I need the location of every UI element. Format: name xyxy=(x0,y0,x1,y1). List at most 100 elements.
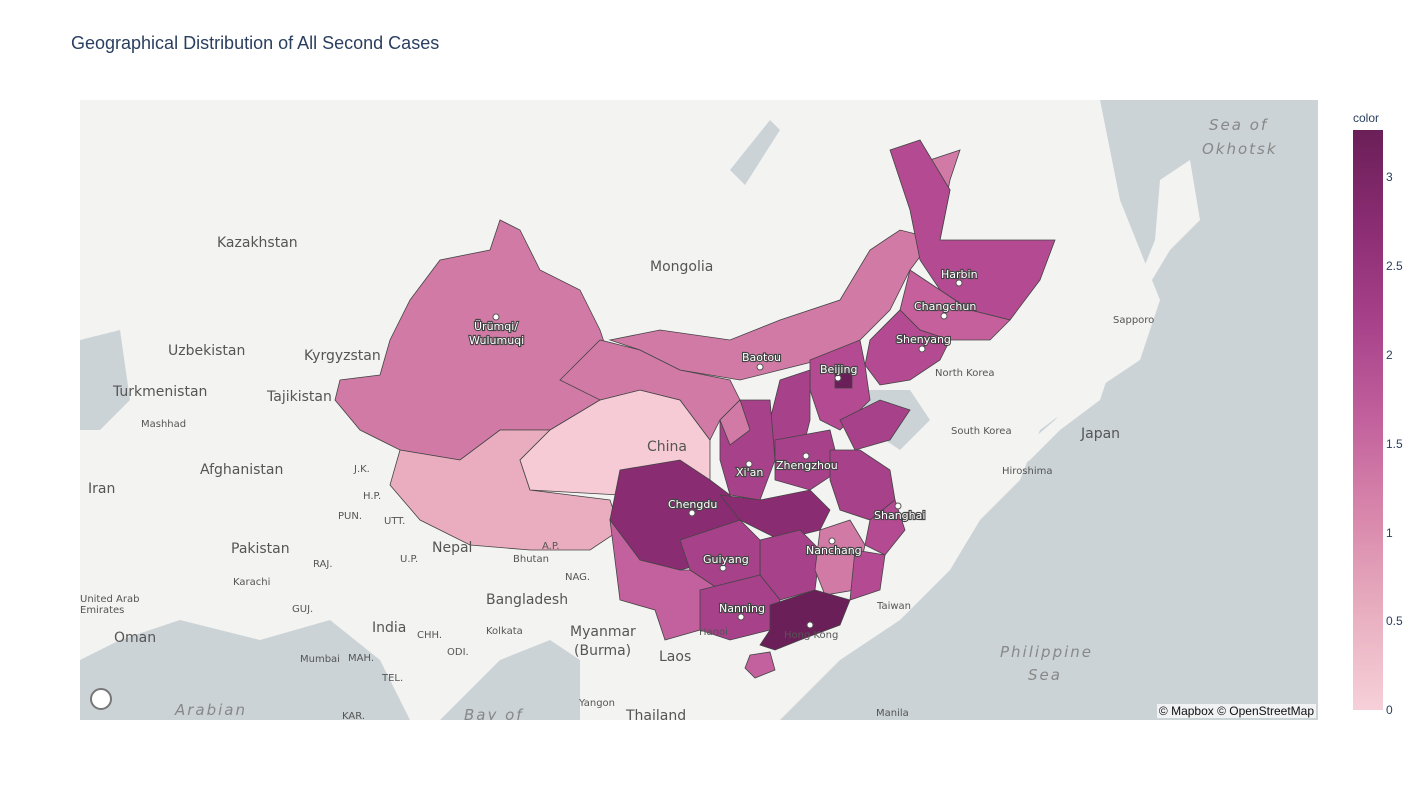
label-raj: RAJ. xyxy=(313,559,333,570)
label-kar: KAR. xyxy=(342,711,365,720)
water-caspian xyxy=(80,330,130,430)
province-hainan[interactable] xyxy=(744,651,776,679)
colorbar-gradient xyxy=(1353,130,1383,710)
map-canvas[interactable]: Kazakhstan Mongolia Uzbekistan Kyrgyzsta… xyxy=(80,100,1318,720)
label-china: China xyxy=(647,439,687,455)
city-beijing: Beijing xyxy=(820,363,857,376)
city-hong-kong: Hong Kong xyxy=(784,630,838,641)
city-zhengzhou: Zhengzhou xyxy=(776,459,838,472)
province-shandong[interactable] xyxy=(839,399,911,451)
water-pacific xyxy=(780,100,1318,720)
label-mashhad: Mashhad xyxy=(141,419,186,430)
label-utt: UTT. xyxy=(384,516,405,527)
label-kolkata: Kolkata xyxy=(486,626,523,637)
city-nanchang: Nanchang xyxy=(806,544,862,557)
colorbar-tick-1: 1 xyxy=(1386,526,1393,540)
colorbar-tick-2: 2 xyxy=(1386,348,1393,362)
city-markers xyxy=(492,279,963,629)
land-korea xyxy=(940,340,1010,460)
mapbox-logo-icon[interactable] xyxy=(90,688,112,710)
city-guiyang: Guiyang xyxy=(703,553,749,566)
label-india: India xyxy=(372,620,406,636)
city-nanning: Nanning xyxy=(719,602,765,615)
label-hanoi: Hanoi xyxy=(699,627,728,638)
label-thailand: Thailand xyxy=(625,708,686,720)
label-south-korea: South Korea xyxy=(951,426,1012,437)
label-nag: NAG. xyxy=(565,572,590,583)
province-ningxia[interactable] xyxy=(719,399,751,446)
colorbar-tick-0: 0 xyxy=(1386,703,1393,717)
label-bhutan: Bhutan xyxy=(513,554,549,565)
colorbar-tick-3: 3 xyxy=(1386,170,1393,184)
label-kyrgyzstan: Kyrgyzstan xyxy=(304,348,381,364)
province-henan[interactable] xyxy=(774,429,841,491)
label-chh: CHH. xyxy=(417,630,442,641)
water-bay-of-bengal xyxy=(440,640,580,720)
province-chongqing-hubei[interactable] xyxy=(719,489,831,541)
colorbar xyxy=(1353,130,1383,710)
label-north-korea: North Korea xyxy=(935,368,995,379)
province-fujian[interactable] xyxy=(849,549,886,601)
province-zhejiang[interactable] xyxy=(864,499,906,556)
map-attribution[interactable]: © Mapbox © OpenStreetMap xyxy=(1156,704,1316,718)
city-xian: Xi'an xyxy=(736,466,763,479)
city-shanghai: Shanghai xyxy=(874,509,925,522)
label-oman: Oman xyxy=(114,630,156,646)
water-arabian-sea xyxy=(80,620,410,720)
label-sea-of: Sea of xyxy=(1209,116,1269,134)
label-hiroshima: Hiroshima xyxy=(1002,466,1053,477)
label-hp: H.P. xyxy=(363,491,381,502)
label-uae-1: United Arab xyxy=(80,594,139,605)
label-afghanistan: Afghanistan xyxy=(200,462,283,478)
label-sea: Sea xyxy=(1028,666,1062,684)
label-bay-of: Bay of xyxy=(464,706,524,720)
province-heilongjiang[interactable] xyxy=(889,139,1056,321)
land-taiwan xyxy=(880,565,895,605)
city-shenyang: Shenyang xyxy=(896,333,951,346)
city-changchun: Changchun xyxy=(914,300,976,313)
label-tel: TEL. xyxy=(381,673,403,684)
city-chengdu: Chengdu xyxy=(668,498,717,511)
label-karachi: Karachi xyxy=(233,577,270,588)
label-philippine: Philippine xyxy=(1000,643,1093,661)
map-svg[interactable]: Kazakhstan Mongolia Uzbekistan Kyrgyzsta… xyxy=(80,100,1318,720)
label-taiwan: Taiwan xyxy=(876,601,911,612)
land-japan xyxy=(1000,160,1200,480)
china-provinces[interactable] xyxy=(334,139,1056,679)
colorbar-title: color xyxy=(1353,111,1380,125)
label-bangladesh: Bangladesh xyxy=(486,592,568,608)
label-tajikistan: Tajikistan xyxy=(266,389,332,405)
label-uae-2: Emirates xyxy=(80,605,124,616)
label-japan: Japan xyxy=(1080,426,1120,442)
label-laos: Laos xyxy=(659,649,691,665)
label-jk: J.K. xyxy=(353,464,370,475)
label-odi: ODI. xyxy=(447,647,469,658)
label-sapporo: Sapporo xyxy=(1113,315,1154,326)
province-guangdong[interactable] xyxy=(759,589,851,651)
label-ap: A.P. xyxy=(542,541,560,552)
city-harbin: Harbin xyxy=(941,268,978,281)
label-pakistan: Pakistan xyxy=(231,541,290,557)
label-okhotsk: Okhotsk xyxy=(1202,140,1278,158)
water-baikal xyxy=(730,120,780,185)
city-urumqi-1: Ürümqi/ xyxy=(474,320,518,333)
province-inner-mongolia[interactable] xyxy=(608,149,961,381)
label-pun: PUN. xyxy=(338,511,362,522)
label-kazakhstan: Kazakhstan xyxy=(217,235,298,251)
label-turkmenistan: Turkmenistan xyxy=(112,384,207,400)
colorbar-tick-1-5: 1.5 xyxy=(1386,437,1403,451)
label-uzbekistan: Uzbekistan xyxy=(168,343,245,359)
province-liaoning[interactable] xyxy=(864,309,951,386)
label-arabian: Arabian xyxy=(174,701,247,719)
label-mongolia: Mongolia xyxy=(650,259,713,275)
label-iran: Iran xyxy=(88,481,115,497)
city-urumqi-2: Wulumuqi xyxy=(469,334,524,347)
label-burma: (Burma) xyxy=(574,643,631,659)
label-guj: GUJ. xyxy=(292,604,313,615)
label-nepal: Nepal xyxy=(432,540,472,556)
colorbar-tick-0-5: 0.5 xyxy=(1386,614,1403,628)
label-manila: Manila xyxy=(876,708,909,719)
label-up: U.P. xyxy=(400,554,418,565)
label-mumbai: Mumbai xyxy=(300,654,340,665)
label-myanmar: Myanmar xyxy=(570,624,636,640)
